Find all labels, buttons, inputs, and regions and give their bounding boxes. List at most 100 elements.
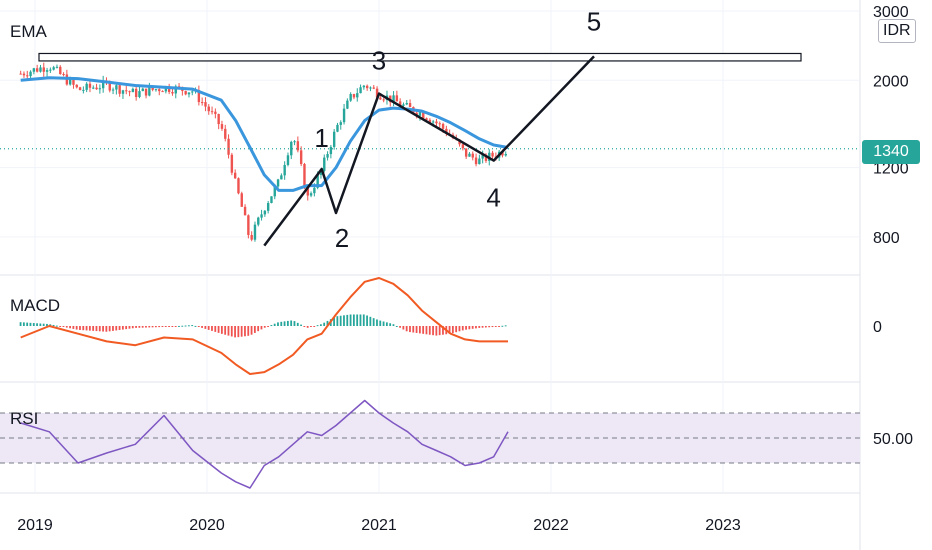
- macd-histogram-bar: [98, 326, 101, 332]
- macd-histogram-bar: [138, 326, 141, 328]
- candle-body: [98, 88, 102, 90]
- macd-histogram-bar: [220, 326, 223, 334]
- candle: [240, 191, 243, 207]
- macd-histogram-bar: [501, 325, 504, 327]
- candle: [214, 108, 217, 119]
- candle-body: [365, 85, 369, 89]
- macd-histogram-bar: [201, 326, 203, 328]
- candle: [270, 196, 273, 204]
- macd-histogram-bar: [349, 314, 352, 326]
- candle: [392, 91, 395, 107]
- candle-body: [329, 146, 333, 155]
- candle-body: [326, 154, 329, 158]
- macd-histogram-bar: [300, 324, 302, 326]
- macd-histogram-bar: [491, 326, 494, 328]
- candle: [207, 104, 210, 115]
- candle-body: [59, 66, 62, 74]
- candle-body: [161, 91, 164, 93]
- macd-histogram-bar: [277, 322, 279, 326]
- candle-body: [214, 111, 217, 115]
- candle: [346, 98, 349, 110]
- candle-body: [468, 153, 471, 157]
- macd-histogram-bar: [435, 326, 438, 336]
- macd-histogram-bar: [46, 323, 48, 326]
- candle-body: [464, 148, 468, 157]
- candle: [349, 92, 352, 102]
- macd-histogram-bar: [224, 326, 227, 335]
- candle-body: [356, 93, 359, 98]
- candle-body: [484, 154, 488, 161]
- macd-histogram-bar: [253, 326, 256, 333]
- price-tick-label: 800: [873, 230, 900, 247]
- macd-histogram-bar: [372, 318, 375, 326]
- candle-body: [359, 87, 362, 94]
- candle: [52, 65, 55, 71]
- macd-histogram-bar: [369, 316, 372, 326]
- candle-body: [471, 153, 474, 158]
- candle-body: [263, 210, 267, 215]
- macd-histogram-bar: [303, 326, 306, 327]
- candle-body: [78, 87, 82, 91]
- elliott-wave-path: [263, 55, 595, 247]
- macd-histogram-bar: [425, 326, 428, 335]
- candle-body: [375, 88, 379, 98]
- macd-histogram-bar: [42, 323, 45, 326]
- candle: [62, 72, 65, 77]
- macd-histogram-bar: [267, 326, 269, 327]
- candle-body: [461, 144, 465, 149]
- candle-body: [313, 187, 316, 194]
- macd-histogram-bar: [290, 320, 293, 326]
- candle-body: [441, 123, 445, 129]
- candle: [224, 124, 227, 142]
- candle-body: [257, 217, 260, 225]
- macd-histogram-bar: [118, 326, 121, 331]
- macd-histogram-bar: [471, 326, 474, 329]
- candle-body: [32, 68, 36, 72]
- candle-body: [158, 89, 161, 92]
- macd-histogram-bar: [359, 314, 362, 326]
- candle: [369, 86, 372, 92]
- candle: [19, 70, 22, 75]
- candle-body: [428, 119, 432, 123]
- macd-histogram-bar: [92, 326, 95, 331]
- candle-body: [369, 87, 372, 89]
- candle: [286, 152, 290, 167]
- candle: [187, 92, 191, 98]
- candle: [26, 70, 29, 80]
- currency-badge[interactable]: IDR: [878, 19, 916, 43]
- candle-body: [115, 85, 118, 90]
- candle-body: [445, 128, 448, 134]
- candle-body: [336, 124, 339, 132]
- candle-body: [342, 108, 346, 123]
- candle-body: [379, 97, 382, 100]
- candle-body: [431, 121, 435, 123]
- candle-body: [316, 174, 319, 188]
- candle-body: [405, 103, 408, 105]
- candle: [293, 140, 296, 146]
- candle-body: [29, 71, 32, 77]
- candle-body: [62, 73, 65, 75]
- macd-histogram-bar: [161, 326, 164, 328]
- macd-histogram-bar: [405, 326, 408, 332]
- macd-histogram-bar: [475, 326, 477, 329]
- x-tick-label: 2019: [17, 517, 53, 534]
- candle-body: [207, 106, 210, 112]
- candle-body: [204, 102, 207, 107]
- macd-histogram-bar: [273, 323, 276, 326]
- candle-body: [481, 154, 484, 159]
- candle: [200, 97, 204, 106]
- candle-body: [247, 215, 250, 236]
- macd-histogram-bar: [352, 314, 355, 326]
- macd-histogram-bar: [333, 317, 335, 326]
- candle: [461, 143, 465, 151]
- macd-histogram-bar: [247, 326, 250, 336]
- candle-body: [45, 70, 49, 72]
- candle-body: [171, 91, 174, 94]
- candle-body: [22, 73, 26, 76]
- candle-body: [260, 214, 263, 218]
- candle-body: [270, 196, 273, 204]
- rsi-band: [0, 413, 860, 463]
- candle-body: [154, 89, 158, 91]
- macd-histogram-bar: [148, 326, 151, 328]
